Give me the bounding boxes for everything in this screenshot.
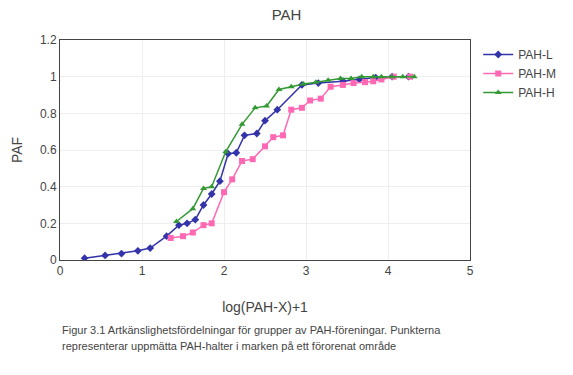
svg-text:PAH-H: PAH-H bbox=[518, 86, 554, 100]
svg-text:2: 2 bbox=[221, 264, 228, 278]
svg-text:0.2: 0.2 bbox=[40, 217, 57, 231]
svg-text:log(PAH-X)+1: log(PAH-X)+1 bbox=[222, 299, 308, 315]
svg-text:1: 1 bbox=[50, 70, 57, 84]
svg-text:0.6: 0.6 bbox=[40, 143, 57, 157]
svg-text:4: 4 bbox=[385, 264, 392, 278]
svg-text:1.2: 1.2 bbox=[40, 33, 57, 47]
svg-text:0: 0 bbox=[57, 264, 64, 278]
svg-text:PAH: PAH bbox=[272, 6, 302, 23]
svg-text:Figur 3.1 Artkänslighetsfördel: Figur 3.1 Artkänslighetsfördelningar för… bbox=[62, 324, 441, 336]
svg-text:0.8: 0.8 bbox=[40, 107, 57, 121]
svg-text:5: 5 bbox=[467, 264, 474, 278]
svg-text:PAH-M: PAH-M bbox=[518, 67, 556, 81]
svg-text:PAH-L: PAH-L bbox=[518, 48, 553, 62]
svg-text:representerar uppmätta PAH-hal: representerar uppmätta PAH-halter i mark… bbox=[62, 340, 396, 352]
svg-text:3: 3 bbox=[303, 264, 310, 278]
svg-text:0: 0 bbox=[50, 253, 57, 267]
svg-text:PAF: PAF bbox=[9, 137, 25, 163]
svg-text:1: 1 bbox=[139, 264, 146, 278]
svg-text:0.4: 0.4 bbox=[40, 180, 57, 194]
